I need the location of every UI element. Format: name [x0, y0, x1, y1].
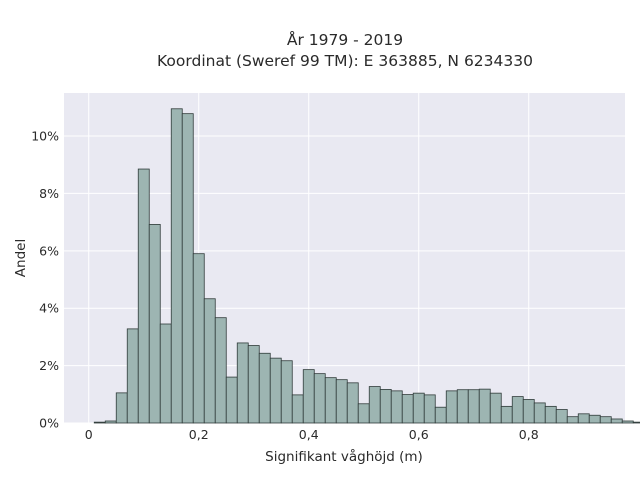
- histogram-bar: [390, 390, 403, 424]
- histogram-bar: [467, 389, 480, 424]
- histogram-bar: [610, 418, 623, 424]
- y-axis-label: Andel: [13, 239, 29, 277]
- x-tick-label: 0,4: [299, 427, 319, 442]
- x-tick-label: 0,8: [519, 427, 539, 442]
- histogram-bar: [203, 298, 216, 424]
- y-tick-label: 10%: [31, 129, 59, 144]
- histogram-bar: [379, 389, 392, 424]
- histogram-bar: [368, 386, 381, 424]
- histogram-bar: [104, 420, 117, 424]
- histogram-bar: [577, 413, 590, 424]
- histogram-bar: [588, 414, 601, 424]
- y-tick-label: 0%: [39, 416, 59, 431]
- histogram-bar: [148, 224, 161, 424]
- histogram-bar: [599, 416, 612, 424]
- histogram-bar: [225, 376, 238, 424]
- histogram-bar: [291, 394, 304, 424]
- histogram-bar: [632, 421, 640, 424]
- x-tick-label: 0,6: [409, 427, 429, 442]
- y-tick-label: 4%: [39, 301, 59, 316]
- histogram-bar: [522, 399, 535, 424]
- y-axis-ticks: 0% 2% 4% 6% 8% 10%: [31, 129, 59, 431]
- y-tick-label: 6%: [39, 243, 59, 258]
- histogram-bar: [346, 382, 359, 424]
- histogram-bar: [236, 342, 249, 424]
- histogram-bar: [192, 253, 205, 424]
- histogram-bar: [93, 421, 106, 424]
- histogram-bar: [489, 392, 502, 424]
- histogram-bar: [247, 345, 260, 424]
- chart-subtitle: Koordinat (Sweref 99 TM): E 363885, N 62…: [157, 52, 533, 70]
- histogram-bar: [621, 420, 634, 424]
- histogram-bar: [555, 409, 568, 424]
- y-tick-label: 8%: [39, 186, 59, 201]
- histogram-bar: [324, 377, 337, 424]
- histogram-bar: [423, 394, 436, 424]
- histogram-bar: [313, 373, 326, 424]
- histogram-bar: [566, 416, 579, 424]
- x-axis-label: Signifikant våghöjd (m): [265, 448, 423, 465]
- histogram-bar: [511, 396, 524, 424]
- histogram-bar: [302, 369, 315, 424]
- histogram-bar: [533, 402, 546, 424]
- histogram-bar: [258, 352, 271, 424]
- histogram-bar: [137, 168, 150, 424]
- histogram-bar: [269, 357, 282, 424]
- histogram-bar: [456, 389, 469, 424]
- x-axis-ticks: 0 0,2 0,4 0,6 0,8: [85, 427, 539, 442]
- histogram-bar: [401, 394, 414, 424]
- chart-title: År 1979 - 2019: [287, 30, 403, 49]
- histogram-bar: [214, 317, 227, 424]
- histogram-bar: [181, 113, 194, 424]
- histogram-bar: [335, 379, 348, 424]
- bars: [93, 108, 640, 424]
- histogram-bar: [115, 392, 128, 424]
- x-tick-label: 0,2: [189, 427, 209, 442]
- histogram-bar: [126, 328, 139, 424]
- histogram-bar: [159, 323, 172, 424]
- x-tick-label: 0: [85, 427, 93, 442]
- histogram-bar: [434, 406, 447, 424]
- y-tick-label: 2%: [39, 358, 59, 373]
- histogram-bar: [544, 405, 557, 424]
- histogram-bar: [357, 403, 370, 424]
- histogram-bar: [280, 360, 293, 424]
- histogram-bar: [170, 108, 183, 424]
- histogram-bar: [445, 390, 458, 424]
- histogram-bar: [500, 405, 513, 424]
- histogram-bar: [478, 388, 491, 424]
- histogram-bar: [412, 392, 425, 424]
